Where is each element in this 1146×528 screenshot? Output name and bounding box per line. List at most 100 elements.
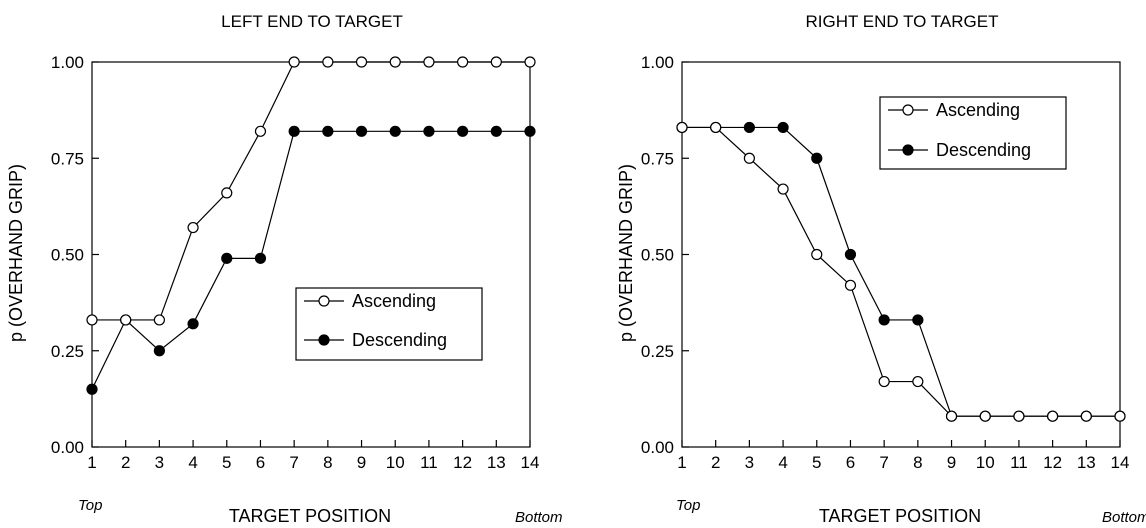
- legend: Ascending Descending: [295, 287, 483, 361]
- y-tick-label: 1.00: [51, 53, 84, 72]
- series-line-descending: [91, 130, 530, 390]
- legend-marker-ascending: [902, 104, 914, 116]
- chart-title: LEFT END TO TARGET: [221, 12, 403, 31]
- data-point-ascending: [710, 121, 722, 134]
- data-point-ascending: [524, 56, 536, 68]
- x-tick-label: 7: [289, 453, 298, 472]
- data-point-ascending: [322, 56, 334, 68]
- x-tick-label: 2: [121, 453, 130, 472]
- y-axis-label: p (OVERHAND GRIP): [616, 164, 636, 342]
- legend-marker-ascending: [318, 295, 330, 307]
- y-axis-label: p (OVERHAND GRIP): [6, 164, 26, 342]
- x-tick-label: 13: [487, 453, 506, 472]
- plot-frame: [91, 61, 531, 448]
- chart-title: RIGHT END TO TARGET: [805, 12, 998, 31]
- y-tick-label: 0.50: [641, 246, 674, 265]
- data-point-ascending: [187, 221, 199, 234]
- data-point-descending: [322, 125, 334, 137]
- data-point-descending: [288, 125, 300, 137]
- data-point-ascending: [221, 187, 233, 199]
- data-point-descending: [254, 252, 267, 264]
- x-tick-label: 12: [1043, 453, 1062, 472]
- data-point-descending: [912, 314, 924, 326]
- data-point-ascending: [878, 375, 890, 388]
- series-line-ascending: [682, 126, 1120, 417]
- data-point-ascending: [1080, 410, 1092, 422]
- series-line-descending: [682, 126, 1120, 417]
- data-point-descending: [490, 125, 502, 137]
- data-point-descending: [878, 314, 890, 326]
- y-tick-label: 0.50: [51, 246, 84, 265]
- data-point-descending: [457, 125, 469, 137]
- y-tick-label: 1.00: [641, 53, 674, 72]
- x-tick-label: 8: [323, 453, 332, 472]
- x-tick-label: 5: [812, 453, 821, 472]
- x-start-label: Top: [78, 497, 102, 514]
- data-point-ascending: [777, 183, 789, 195]
- data-point-descending: [221, 252, 233, 264]
- data-point-ascending: [844, 279, 857, 291]
- legend-label-descending: Descending: [936, 140, 1031, 160]
- data-point-ascending: [1013, 410, 1025, 422]
- x-tick-label: 3: [155, 453, 164, 472]
- legend-marker-descending: [318, 334, 330, 346]
- x-tick-label: 5: [222, 453, 231, 472]
- data-point-descending: [153, 345, 165, 357]
- chart-left-end-to-target: LEFT END TO TARGET p (OVERHAND GRIP) TAR…: [6, 12, 563, 526]
- x-tick-label: 7: [879, 453, 888, 472]
- x-tick-label: 14: [521, 453, 540, 472]
- x-end-label: Bottom: [1102, 509, 1146, 526]
- data-point-descending: [86, 383, 98, 395]
- x-tick-label: 1: [87, 453, 96, 472]
- data-point-descending: [187, 318, 199, 330]
- x-tick-label: 9: [357, 453, 366, 472]
- x-axis-label: TARGET POSITION: [229, 506, 391, 526]
- y-tick-label: 0.25: [641, 342, 674, 361]
- x-tick-label: 10: [386, 453, 405, 472]
- x-tick-label: 6: [846, 453, 855, 472]
- x-tick-label: 4: [778, 453, 787, 472]
- data-point-ascending: [979, 410, 991, 422]
- x-axis-label: TARGET POSITION: [819, 506, 981, 526]
- y-tick-label: 0.75: [51, 149, 84, 168]
- x-start-label: Top: [676, 497, 700, 514]
- x-tick-label: 4: [188, 453, 197, 472]
- x-tick-label: 1: [677, 453, 686, 472]
- x-tick-label: 2: [711, 453, 720, 472]
- x-tick-label: 3: [745, 453, 754, 472]
- x-tick-label: 8: [913, 453, 922, 472]
- data-point-ascending: [288, 56, 300, 68]
- legend-label-ascending: Ascending: [936, 100, 1020, 120]
- data-point-ascending: [490, 56, 502, 68]
- x-tick-label: 9: [947, 453, 956, 472]
- data-point-descending: [423, 125, 435, 137]
- data-point-descending: [811, 152, 823, 164]
- data-point-ascending: [945, 410, 958, 422]
- data-point-ascending: [355, 56, 368, 68]
- data-point-ascending: [423, 56, 435, 68]
- data-point-ascending: [153, 314, 165, 326]
- x-tick-label: 14: [1111, 453, 1130, 472]
- data-point-ascending: [120, 314, 132, 326]
- x-tick-label: 13: [1077, 453, 1096, 472]
- y-tick-label: 0.25: [51, 342, 84, 361]
- data-point-descending: [743, 121, 755, 134]
- data-point-ascending: [912, 375, 924, 388]
- data-point-ascending: [86, 314, 98, 326]
- data-point-descending: [355, 125, 368, 137]
- data-point-ascending: [676, 121, 688, 134]
- data-point-ascending: [389, 56, 401, 68]
- legend-label-descending: Descending: [352, 330, 447, 350]
- chart-right-end-to-target: RIGHT END TO TARGET p (OVERHAND GRIP) TA…: [616, 12, 1146, 526]
- data-point-descending: [777, 121, 789, 134]
- data-point-ascending: [457, 56, 469, 68]
- series-line-ascending: [92, 61, 530, 321]
- x-end-label: Bottom: [515, 509, 563, 526]
- data-point-descending: [844, 248, 857, 261]
- data-point-descending: [524, 125, 536, 137]
- x-tick-label: 10: [976, 453, 995, 472]
- y-tick-label: 0.00: [51, 438, 84, 457]
- data-point-ascending: [1047, 410, 1059, 422]
- data-point-ascending: [743, 152, 755, 164]
- y-tick-label: 0.00: [641, 438, 674, 457]
